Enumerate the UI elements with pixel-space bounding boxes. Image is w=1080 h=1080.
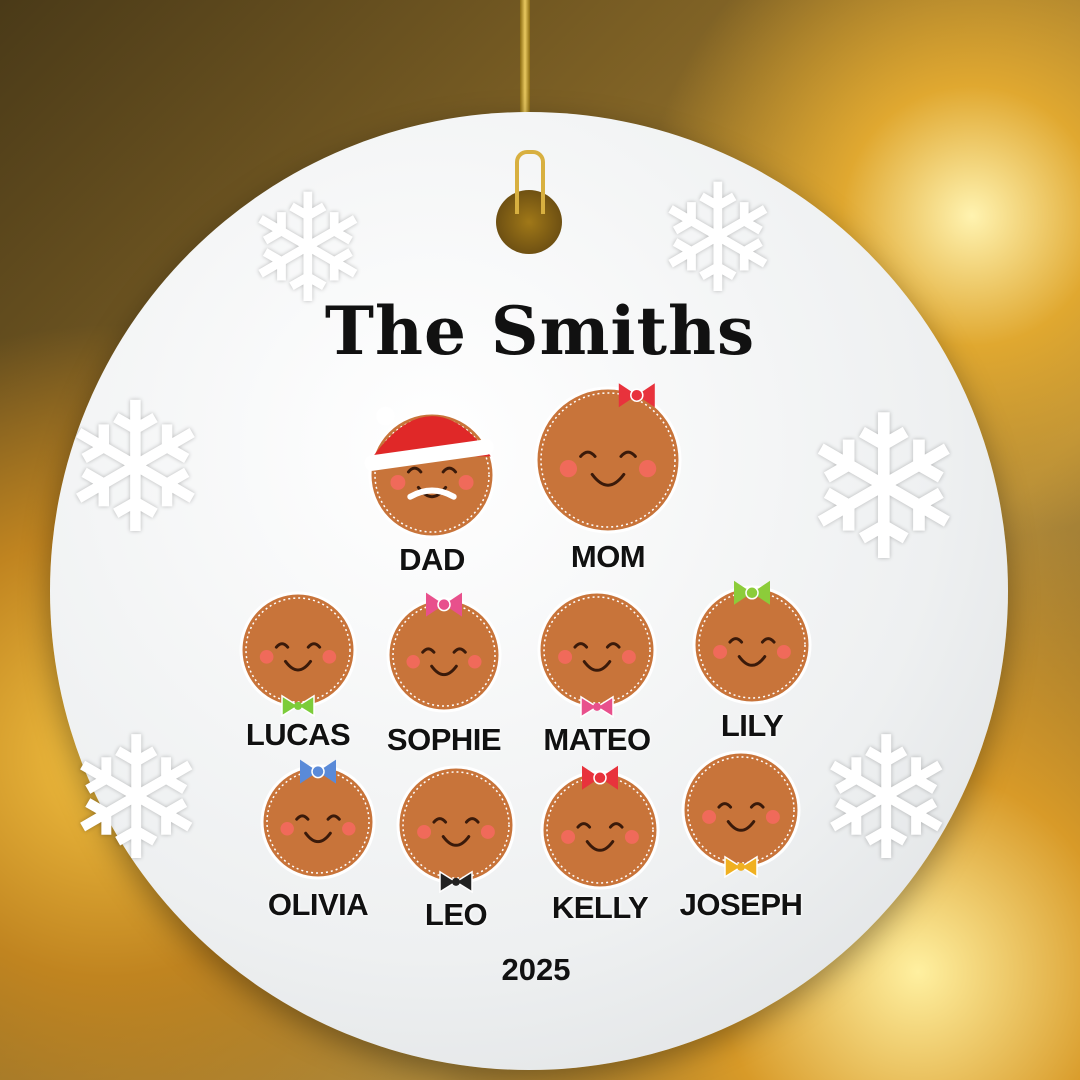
string-loop xyxy=(515,150,545,214)
member-name: LEO xyxy=(424,897,488,932)
member-name: OLIVIA xyxy=(267,887,369,922)
gingerbread-face-joseph xyxy=(681,750,801,879)
member-name: JOSEPH xyxy=(679,887,803,922)
gingerbread-face-mom xyxy=(534,383,682,534)
gingerbread-face-lucas xyxy=(239,591,357,718)
gingerbread-face-lily xyxy=(692,580,812,705)
member-name: DAD xyxy=(399,542,465,577)
gingerbread-face-mateo xyxy=(537,590,657,719)
gingerbread-face-olivia xyxy=(260,759,376,880)
member-name: LUCAS xyxy=(245,717,351,752)
family-title: The Smiths xyxy=(324,292,756,370)
gingerbread-face-kelly xyxy=(540,765,660,890)
member-name: LILY xyxy=(720,708,784,743)
hanging-hole xyxy=(496,190,562,254)
member-name: SOPHIE xyxy=(386,722,502,757)
ceramic-ornament xyxy=(50,112,1008,1070)
gingerbread-face-leo xyxy=(396,765,516,894)
snowflake-icon: ❄ xyxy=(245,163,371,337)
gingerbread-face-sophie xyxy=(386,592,502,713)
hanging-string xyxy=(520,0,530,200)
snowflake-icon: ❄ xyxy=(800,373,968,606)
snowflake-icon: ❄ xyxy=(65,701,208,899)
snowflake-icon: ❄ xyxy=(655,153,781,327)
year-label: 2025 xyxy=(501,952,571,987)
gingerbread-face-dad xyxy=(364,406,496,539)
member-name: KELLY xyxy=(551,890,649,925)
snowflake-icon: ❄ xyxy=(815,701,958,899)
snowflake-icon: ❄ xyxy=(60,365,211,574)
member-name: MATEO xyxy=(543,722,651,757)
member-name: MOM xyxy=(570,539,646,574)
